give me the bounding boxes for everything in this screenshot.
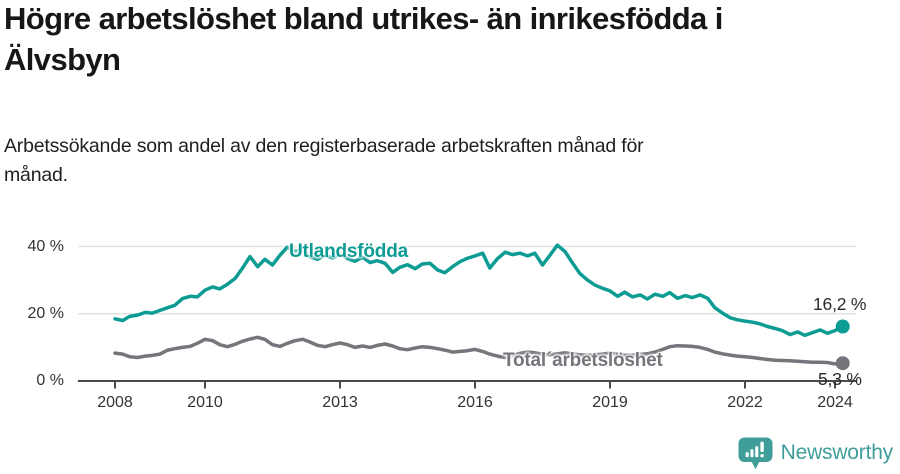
newsworthy-logo-icon bbox=[738, 437, 773, 469]
brand-footer: Newsworthy bbox=[737, 435, 893, 471]
series-line-utlandsfdda bbox=[113, 243, 845, 338]
series-end-dot-totalarbetslshet bbox=[835, 356, 850, 371]
logo-bar-3 bbox=[754, 445, 758, 457]
series-label-utlandsfodda: Utlandsfödda bbox=[289, 241, 408, 262]
x-axis-label-2010: 2010 bbox=[187, 394, 223, 411]
end-value-label-total-arbetsloshet: 5,3 % bbox=[818, 369, 862, 389]
logo-bar-2 bbox=[750, 448, 754, 457]
page-subtitle: Arbetssökande som andel av den registerb… bbox=[4, 132, 864, 190]
page-subtitle-line-2: månad. bbox=[4, 164, 68, 186]
brand-name: Newsworthy bbox=[780, 441, 894, 464]
page-title: Högre arbetslöshet bland utrikes- än inr… bbox=[4, 0, 896, 80]
y-axis-label-20: 20 % bbox=[27, 304, 64, 322]
chart-svg bbox=[78, 243, 856, 389]
series-label-total-arbetsloshet: Total´arbetslöshet bbox=[503, 350, 663, 371]
end-value-label-utlandsfodda: 16,2 % bbox=[813, 294, 867, 314]
x-axis-label-2024: 2024 bbox=[817, 394, 853, 411]
page-title-line-2: Älvsbyn bbox=[4, 42, 121, 77]
page-subtitle-line-1: Arbetssökande som andel av den registerb… bbox=[4, 135, 644, 157]
x-axis-label-2013: 2013 bbox=[322, 394, 358, 411]
x-axis-label-2022: 2022 bbox=[727, 394, 763, 411]
series-end-dot-utlandsfdda bbox=[835, 319, 850, 334]
logo-exclamation-stem bbox=[760, 441, 764, 452]
logo-bar-1 bbox=[745, 451, 749, 457]
x-axis-label-2019: 2019 bbox=[592, 394, 628, 411]
x-axis-label-2016: 2016 bbox=[457, 394, 493, 411]
logo-exclamation-dot bbox=[760, 453, 764, 457]
x-axis-label-2008: 2008 bbox=[97, 394, 133, 411]
page-title-line-1: Högre arbetslöshet bland utrikes- än inr… bbox=[4, 1, 723, 36]
y-axis-label-40: 40 % bbox=[27, 237, 64, 255]
y-axis-label-0: 0 % bbox=[36, 372, 64, 389]
series-line-totalarbetslshet bbox=[113, 335, 845, 366]
line-chart: 0 % 20 % 40 % 2008 2010 2013 2016 2019 2022 2024… bbox=[0, 218, 900, 418]
